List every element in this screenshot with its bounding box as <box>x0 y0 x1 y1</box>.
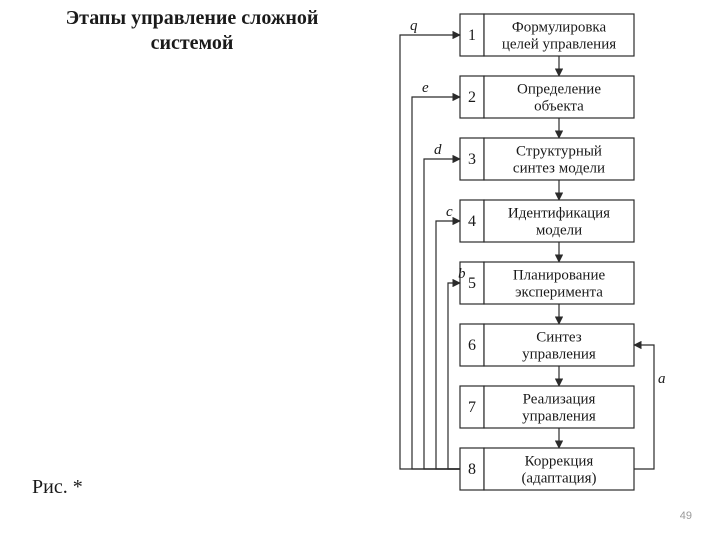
feedback-b-label: b <box>458 266 466 282</box>
node-6-label-line-1: Синтез <box>536 330 581 346</box>
flowchart-diagram: 1 Формулировкацелей управления 2 Определени… <box>380 4 710 524</box>
feedback-e-label: e <box>422 80 429 96</box>
page-title: Этапы управление сложной системой <box>32 6 352 56</box>
node-5-label-line-1: Планирование <box>513 268 606 284</box>
feedback-q-label: q <box>410 18 418 34</box>
figure-caption: Рис. * <box>32 476 83 499</box>
node-5-label-line-2: эксперимента <box>515 285 603 301</box>
node-3-number: 3 <box>468 151 476 168</box>
node-7-label-line-1: Реализация <box>523 392 596 408</box>
node-6-label-line-2: управления <box>522 347 596 363</box>
feedback-a <box>634 345 654 469</box>
node-7-number: 7 <box>468 399 476 416</box>
node-8-label-line-2: (адаптация) <box>521 471 596 487</box>
feedback-d <box>424 159 460 469</box>
feedback-d-label: d <box>434 142 442 158</box>
node-4-label-line-2: модели <box>536 223 582 239</box>
node-5-number: 5 <box>468 275 476 292</box>
node-2-label-line-2: объекта <box>534 99 584 115</box>
node-3-label-line-2: синтез модели <box>513 161 605 177</box>
node-6-number: 6 <box>468 337 476 354</box>
node-4-number: 4 <box>468 213 476 230</box>
feedback-a-label: a <box>658 371 666 387</box>
node-1-number: 1 <box>468 27 476 44</box>
node-2-number: 2 <box>468 89 476 106</box>
feedback-c-label: c <box>446 204 453 220</box>
node-2-label-line-1: Определение <box>517 82 601 98</box>
node-3-label-line-1: Структурный <box>516 144 602 160</box>
node-8-label-line-1: Коррекция <box>525 454 594 470</box>
node-4-label-line-1: Идентификация <box>508 206 610 222</box>
node-1-label-line-1: Формулировка <box>512 20 607 36</box>
node-7-label-line-2: управления <box>522 409 596 425</box>
node-8-number: 8 <box>468 461 476 478</box>
node-1-label-line-2: целей управления <box>502 37 616 53</box>
feedback-q <box>400 35 460 469</box>
feedback-b <box>448 283 460 469</box>
